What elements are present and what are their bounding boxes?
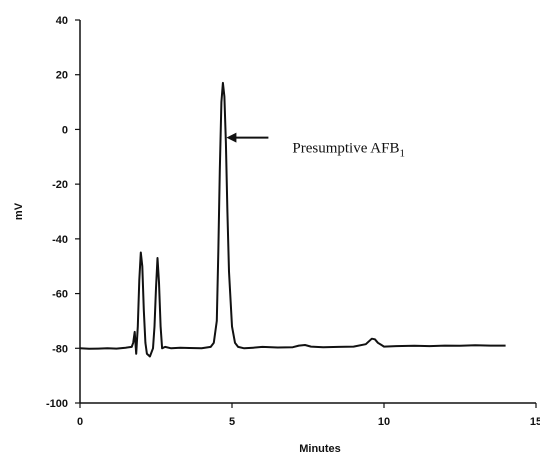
y-tick-label: -80 <box>52 343 68 355</box>
x-tick-label: 0 <box>77 416 83 428</box>
y-tick-label: 20 <box>56 70 68 82</box>
y-tick-label: -100 <box>46 398 68 410</box>
x-tick-label: 5 <box>229 416 235 428</box>
peak-annotation: Presumptive AFB1 <box>226 132 405 160</box>
y-tick-label: 0 <box>62 124 68 136</box>
x-tick-label: 10 <box>378 416 390 428</box>
x-tick-label: 15 <box>530 416 540 428</box>
y-tick-label: -40 <box>52 234 68 246</box>
x-axis-title: Minutes <box>299 443 341 455</box>
annotation-label-main: Presumptive AFB <box>292 141 399 157</box>
y-axis-title: mV <box>13 202 25 220</box>
annotation-label: Presumptive AFB1 <box>292 141 405 160</box>
annotation-arrowhead <box>226 132 237 143</box>
y-tick-label: -20 <box>52 179 68 191</box>
x-axis: 0 5 10 15 <box>77 402 540 428</box>
y-axis: 40 20 0 -20 -40 -60 -80 -100 <box>46 15 81 410</box>
annotation-label-subscript: 1 <box>400 148 406 160</box>
chromatogram-trace <box>79 81 506 358</box>
y-tick-label: 40 <box>56 15 68 27</box>
y-tick-label: -60 <box>52 289 68 301</box>
